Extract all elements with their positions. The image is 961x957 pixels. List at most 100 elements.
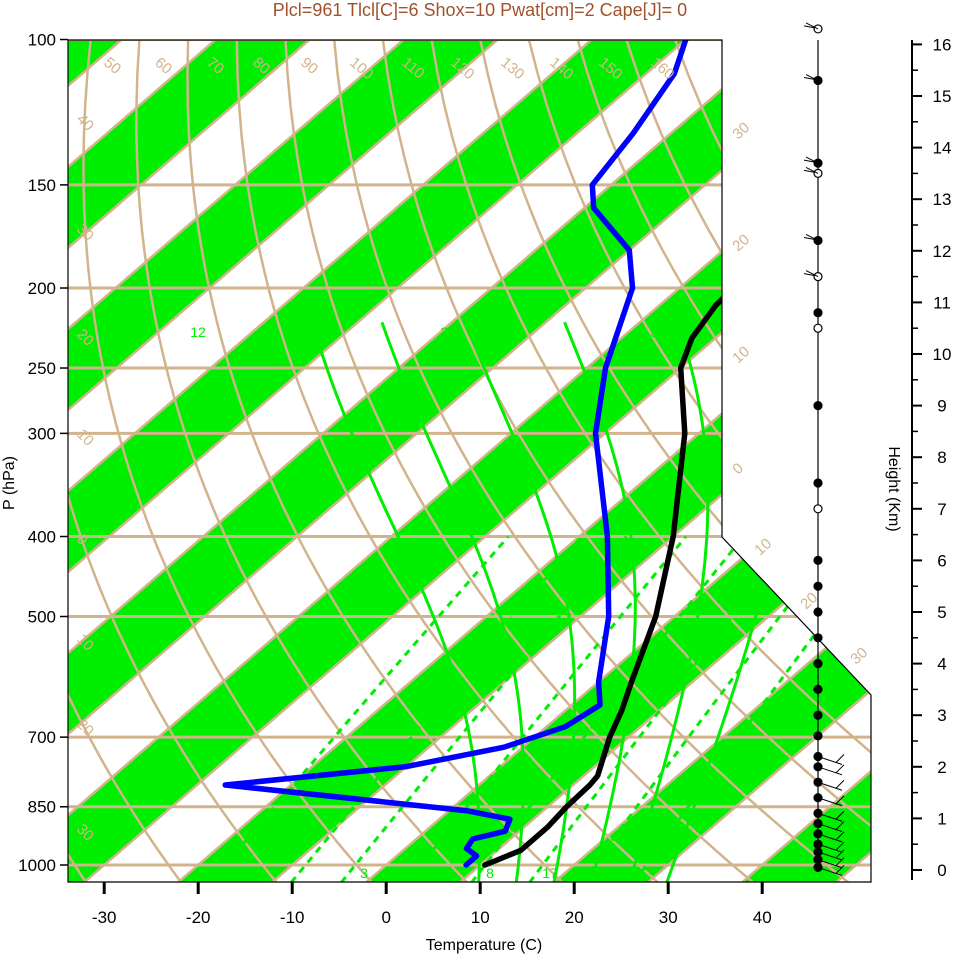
height-tick-label: 6 xyxy=(937,551,946,570)
height-tick-label: 5 xyxy=(937,603,946,622)
mixing-ratio-label: 17 xyxy=(542,865,558,881)
wind-station-marker xyxy=(813,323,823,333)
wind-barb xyxy=(803,234,819,241)
isotherm-label: 90 xyxy=(297,54,321,78)
isotherm-line xyxy=(68,40,592,882)
temperature-tick-label: 0 xyxy=(381,908,390,927)
mixing-ratio-line xyxy=(340,535,628,882)
wind-barb xyxy=(803,22,819,30)
height-tick-label: 9 xyxy=(937,397,946,416)
wind-station-marker xyxy=(813,478,823,488)
mixing-ratio-label: 16 xyxy=(263,324,279,340)
isotherm-label: 130 xyxy=(497,54,527,83)
wind-station-marker xyxy=(813,308,823,318)
wind-barb xyxy=(803,74,819,81)
wind-barb xyxy=(817,821,845,833)
height-tick-label: 1 xyxy=(937,809,946,828)
wind-barb xyxy=(803,270,819,278)
wind-barb xyxy=(817,841,845,853)
temperature-axis: -30 -20 -10 0 10 20 30 40 xyxy=(92,882,772,927)
temperature-band xyxy=(68,40,779,882)
isotherm-label: 10 xyxy=(751,535,775,559)
temperature-tick-label: -20 xyxy=(186,908,211,927)
moist-adiabat xyxy=(563,321,637,882)
dry-adiabat xyxy=(771,40,871,882)
wind-barb xyxy=(803,166,819,174)
height-tick-label: 8 xyxy=(937,448,946,467)
pressure-tick-label: 850 xyxy=(28,798,56,817)
x-axis-title: Temperature (C) xyxy=(426,937,542,954)
height-tick-label: 13 xyxy=(933,190,952,209)
height-tick-label: 16 xyxy=(933,35,952,54)
dry-adiabat xyxy=(82,40,382,882)
dry-adiabat xyxy=(332,40,863,882)
dry-adiabat xyxy=(135,40,478,882)
wind-station-marker xyxy=(813,581,823,591)
isotherm-line xyxy=(71,40,871,882)
isotherm-line xyxy=(165,40,871,882)
temperature-band xyxy=(354,40,871,882)
mixing-ratio-label: 32 xyxy=(650,324,666,340)
mixing-ratio-line xyxy=(528,535,797,882)
wind-barb xyxy=(817,754,845,765)
wind-barb xyxy=(817,865,845,876)
height-tick-label: 15 xyxy=(933,87,952,106)
mixing-ratio-label: 12 xyxy=(190,324,206,340)
isotherm-line xyxy=(68,40,780,882)
height-tick-label: 12 xyxy=(933,242,952,261)
height-tick-label: 3 xyxy=(937,706,946,725)
mixing-ratio-line xyxy=(209,535,510,882)
pressure-tick-label: 1000 xyxy=(18,856,56,875)
wind-barb xyxy=(817,795,845,807)
isotherm-label: 20 xyxy=(729,231,753,255)
temperature-tick-label: 10 xyxy=(471,908,490,927)
wind-station-marker xyxy=(813,607,823,617)
isotherm-label: 0 xyxy=(729,460,747,478)
isotherm-line xyxy=(541,40,871,882)
mixing-ratio-lines xyxy=(209,321,871,882)
moist-adiabat xyxy=(627,321,710,882)
isotherm-line xyxy=(68,40,404,882)
pressure-tick-label: 250 xyxy=(28,359,56,378)
mixing-ratio-label: 24 xyxy=(440,324,456,340)
pressure-tick-label: 700 xyxy=(28,728,56,747)
wind-station-marker xyxy=(813,658,823,669)
dry-adiabat xyxy=(284,40,767,882)
isotherm-line xyxy=(68,40,686,882)
dry-adiabat xyxy=(68,40,190,882)
wind-barb xyxy=(817,764,845,776)
pressure-axis: 100 150 200 250 300 400 500 700 850 1000 xyxy=(18,31,68,875)
y-axis-title: P (hPa) xyxy=(1,456,18,510)
wind-barb xyxy=(817,779,845,791)
chart-title: Plcl=961 Tlcl[C]=6 Shox=10 Pwat[cm]=2 Ca… xyxy=(273,0,687,20)
wind-profile xyxy=(803,22,845,876)
moist-adiabat xyxy=(464,321,577,882)
temperature-band xyxy=(68,40,871,882)
plot-frame xyxy=(67,39,872,883)
pressure-tick-label: 200 xyxy=(28,279,56,298)
height-tick-label: 11 xyxy=(933,293,951,312)
mixing-ratio-line xyxy=(470,535,745,882)
dry-adiabat xyxy=(235,40,671,882)
wind-station-marker xyxy=(813,731,823,741)
height-tick-label: 14 xyxy=(933,139,952,158)
wind-station-marker xyxy=(813,401,823,411)
pressure-tick-label: 150 xyxy=(28,176,56,195)
wind-station-marker xyxy=(813,633,823,643)
wind-station-marker xyxy=(813,710,823,720)
wind-station-marker xyxy=(813,684,823,695)
temperature-tick-label: -10 xyxy=(280,908,305,927)
pressure-tick-label: 400 xyxy=(28,528,56,547)
wind-barb xyxy=(817,857,845,869)
dry-adiabat xyxy=(430,40,871,882)
temperature-bands xyxy=(68,40,871,882)
wind-barb xyxy=(817,810,845,822)
mixing-ratio-line xyxy=(289,535,583,882)
temperature-band xyxy=(68,40,591,882)
isotherm-label: 40 xyxy=(73,111,97,135)
pressure-tick-label: 100 xyxy=(28,31,56,50)
mixing-ratio-label: 8 xyxy=(486,865,494,881)
isotherm-line xyxy=(447,40,871,882)
isotherm-line xyxy=(68,40,310,882)
